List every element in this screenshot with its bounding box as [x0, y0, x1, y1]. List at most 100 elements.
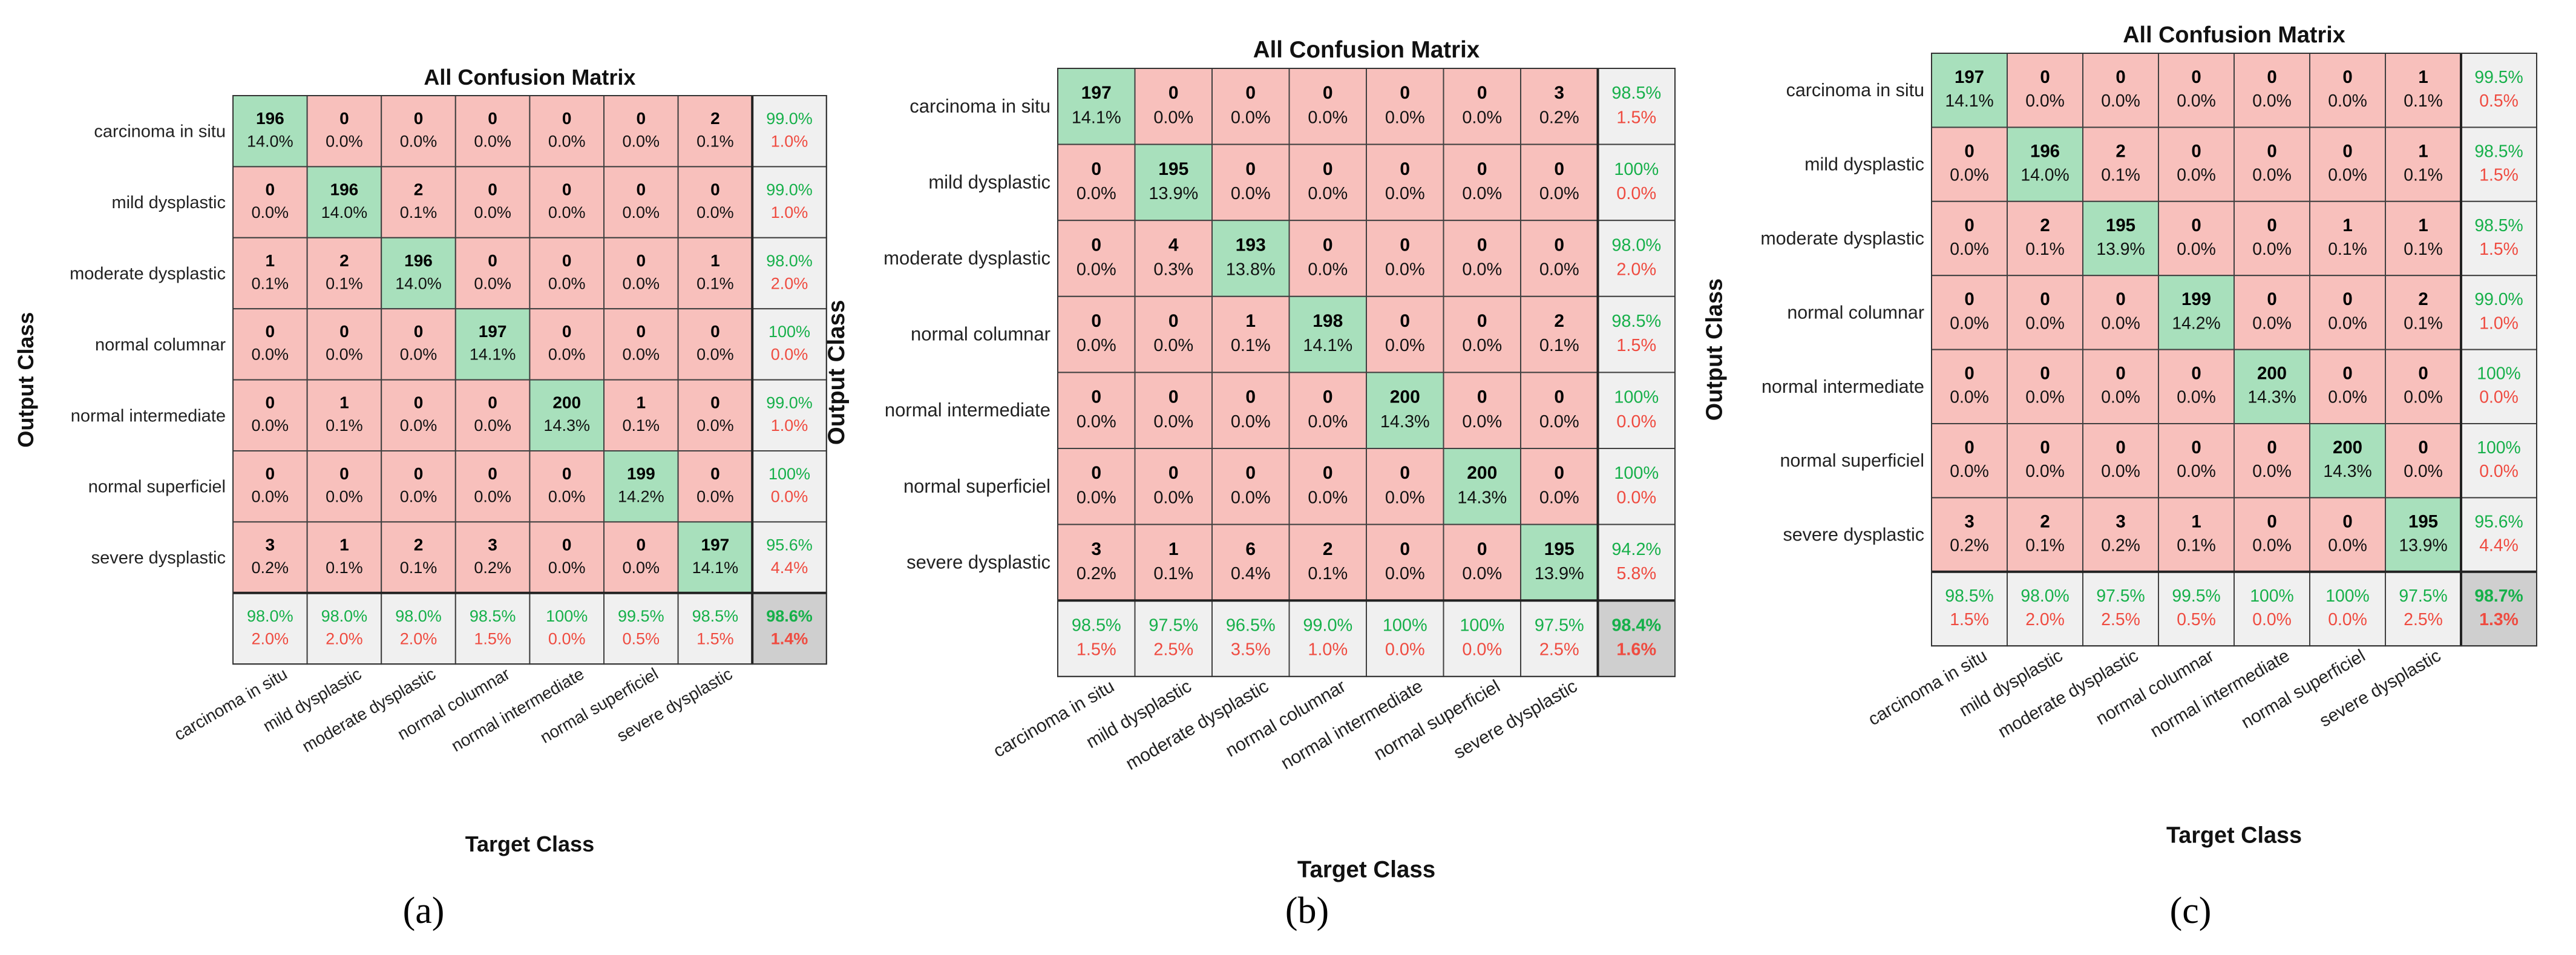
cell-count: 2 — [339, 251, 349, 270]
cell-count: 0 — [2040, 289, 2050, 309]
cell-percent: 14.1% — [1072, 108, 1121, 127]
cell-count: 0 — [339, 464, 349, 483]
cell-count: 0 — [1091, 387, 1101, 407]
cell-percent: 0.0% — [1462, 564, 1502, 583]
matrix-cell — [677, 308, 753, 381]
matrix-cell — [1057, 143, 1136, 222]
col-summary-cell — [1931, 571, 2008, 647]
col-recall: 98.0% — [395, 607, 442, 625]
col-recall: 96.5% — [1226, 615, 1276, 635]
col-summary-cell — [677, 592, 753, 665]
col-error: 2.5% — [2404, 610, 2443, 629]
cell-percent: 0.0% — [2328, 313, 2367, 333]
cell-percent: 0.0% — [2328, 388, 2367, 407]
matrix-cell — [1520, 372, 1599, 450]
cell-percent: 13.9% — [1149, 184, 1198, 203]
matrix-cell — [2158, 497, 2235, 573]
cell-percent: 0.1% — [2328, 240, 2367, 259]
cell-count: 0 — [637, 251, 646, 270]
matrix-cell — [1443, 523, 1521, 602]
cell-count: 0 — [2342, 364, 2352, 384]
matrix-cell — [2158, 423, 2235, 499]
overall-accuracy-cell — [752, 592, 827, 665]
cell-count: 0 — [2116, 364, 2125, 384]
col-summary-cell — [1057, 600, 1136, 677]
matrix-cell — [2385, 53, 2462, 128]
cell-percent: 0.0% — [1950, 313, 1989, 333]
matrix-cell — [2007, 200, 2083, 277]
cell-count: 1 — [2418, 67, 2428, 87]
cell-percent: 0.0% — [2177, 166, 2216, 185]
chart-title: All Confusion Matrix — [424, 65, 635, 90]
cell-percent: 0.1% — [696, 133, 734, 151]
cell-percent: 0.0% — [474, 416, 511, 435]
col-error: 0.0% — [1385, 640, 1425, 660]
cell-percent: 0.0% — [1308, 488, 1348, 507]
cell-percent: 14.3% — [2323, 462, 2371, 481]
col-summary-cell — [1366, 600, 1444, 677]
cell-percent: 14.0% — [247, 133, 293, 151]
cell-count: 0 — [1323, 159, 1333, 179]
matrix-cell — [1931, 126, 2008, 202]
matrix-cell — [2234, 275, 2310, 350]
cell-count: 0 — [2040, 67, 2050, 87]
cell-count: 0 — [562, 180, 572, 199]
cell-percent: 0.1% — [1308, 564, 1348, 583]
cell-percent: 0.1% — [252, 274, 289, 292]
row-summary-cell — [752, 308, 827, 381]
matrix-cell — [454, 450, 531, 523]
matrix-cell — [381, 95, 456, 168]
col-recall: 99.0% — [1303, 615, 1352, 635]
matrix-cell — [1443, 372, 1521, 450]
cell-percent: 0.0% — [1462, 184, 1502, 203]
cell-count: 196 — [330, 180, 359, 199]
cell-count: 2 — [2116, 141, 2125, 161]
row-summary-cell — [2460, 53, 2537, 128]
col-error: 1.5% — [696, 629, 734, 648]
cell-percent: 0.1% — [326, 274, 363, 292]
cell-count: 200 — [2257, 364, 2287, 384]
matrix-cell — [2385, 423, 2462, 499]
col-summary-cell — [2007, 571, 2083, 647]
cell-count: 0 — [488, 180, 497, 199]
matrix-cell — [2234, 53, 2310, 128]
cell-count: 1 — [2342, 215, 2352, 235]
cell-count: 1 — [2418, 141, 2428, 161]
cell-count: 3 — [266, 535, 275, 554]
cell-percent: 0.1% — [1539, 336, 1579, 355]
col-recall: 98.5% — [1945, 586, 1993, 606]
matrix-cell — [2007, 275, 2083, 350]
matrix-cell — [2385, 126, 2462, 202]
row-tick-label: severe dysplastic — [91, 548, 226, 568]
row-precision: 100% — [1614, 160, 1659, 179]
cell-percent: 0.0% — [1462, 412, 1502, 432]
cell-count: 0 — [2267, 67, 2276, 87]
matrix-cell — [2234, 126, 2310, 202]
col-recall: 98.0% — [2020, 586, 2069, 606]
row-summary-cell — [1597, 220, 1676, 297]
matrix-cell — [306, 237, 382, 310]
col-recall: 100% — [546, 607, 588, 625]
cell-percent: 0.0% — [2252, 240, 2292, 259]
matrix-cell — [454, 308, 531, 381]
cell-count: 0 — [1477, 159, 1487, 179]
row-summary-cell — [2460, 200, 2537, 277]
cell-count: 0 — [1554, 235, 1564, 255]
cell-percent: 0.1% — [1153, 564, 1193, 583]
cell-percent: 0.2% — [1077, 564, 1116, 583]
matrix-cell — [529, 521, 605, 594]
cell-percent: 0.0% — [1308, 108, 1348, 127]
col-summary-cell — [381, 592, 456, 665]
matrix-cell — [381, 450, 456, 523]
matrix-cell — [1520, 143, 1599, 222]
matrix-cell — [2234, 349, 2310, 424]
matrix-cell — [1931, 53, 2008, 128]
row-tick-label: severe dysplastic — [906, 551, 1050, 573]
matrix-cell — [1931, 200, 2008, 277]
row-tick-label: normal columnar — [1787, 302, 1924, 323]
cell-percent: 0.0% — [623, 133, 660, 151]
panel-label: (c) — [2170, 890, 2212, 931]
cell-count: 199 — [2181, 289, 2211, 309]
matrix-cell — [1134, 143, 1213, 222]
